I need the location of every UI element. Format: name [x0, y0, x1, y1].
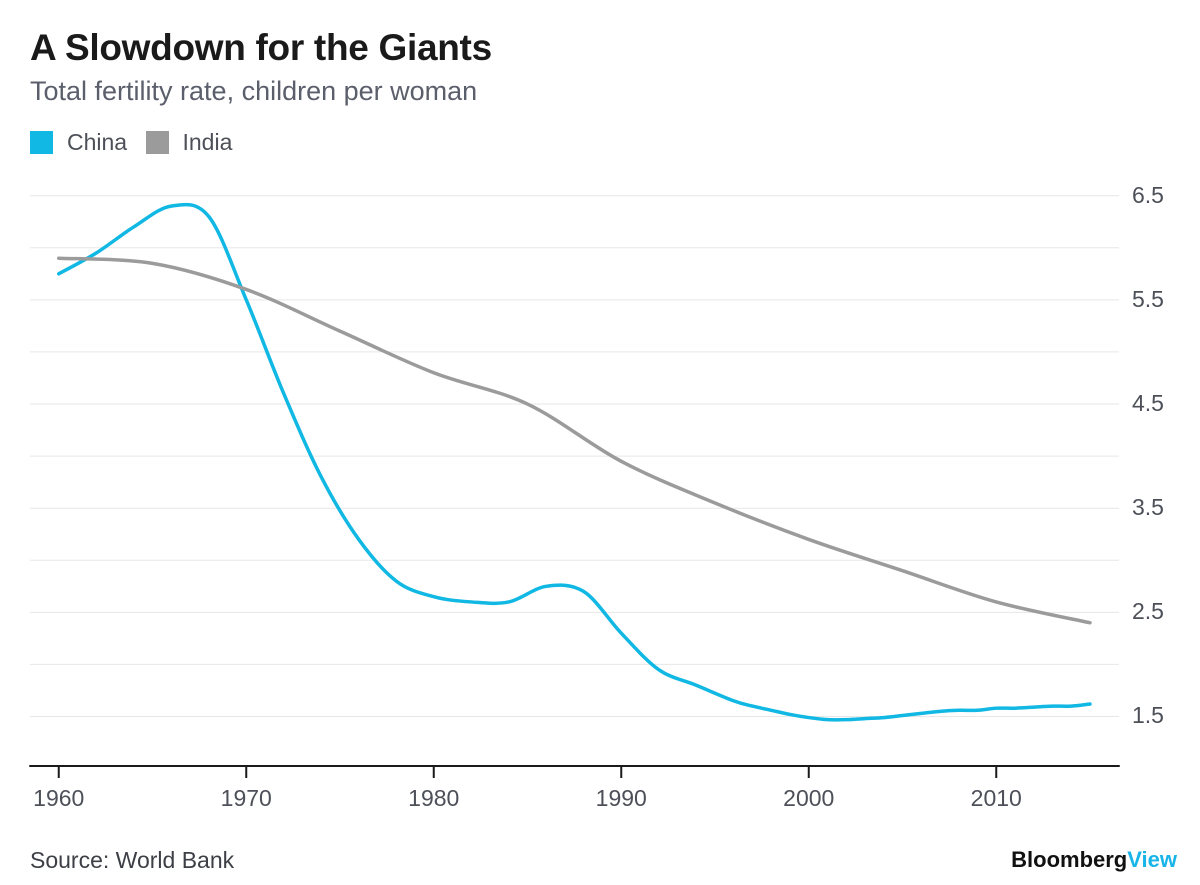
- svg-text:1.5: 1.5: [1132, 702, 1164, 728]
- svg-text:1990: 1990: [596, 785, 647, 811]
- svg-text:1970: 1970: [221, 785, 272, 811]
- svg-text:3.5: 3.5: [1132, 494, 1164, 520]
- svg-text:4.5: 4.5: [1132, 390, 1164, 416]
- svg-text:6.5: 6.5: [1132, 182, 1164, 208]
- svg-text:5.5: 5.5: [1132, 286, 1164, 312]
- svg-text:2010: 2010: [971, 785, 1022, 811]
- svg-text:2.5: 2.5: [1132, 598, 1164, 624]
- svg-text:1960: 1960: [33, 785, 84, 811]
- svg-text:1980: 1980: [408, 785, 459, 811]
- svg-text:2000: 2000: [783, 785, 834, 811]
